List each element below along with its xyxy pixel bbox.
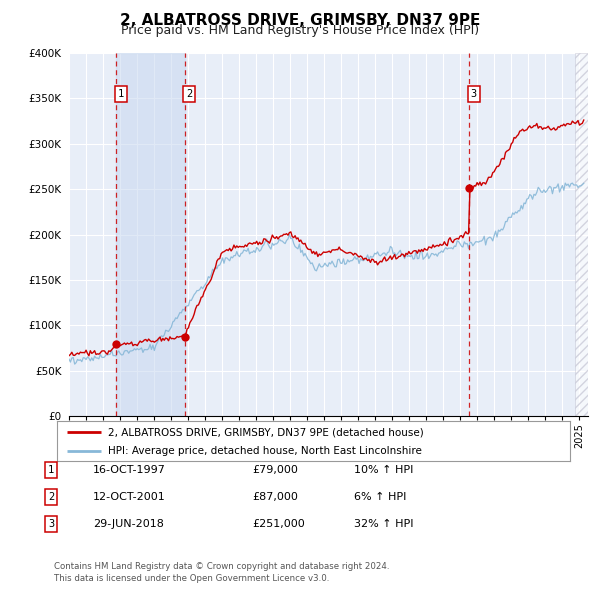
Text: 12-OCT-2001: 12-OCT-2001 bbox=[93, 492, 166, 502]
Text: 10% ↑ HPI: 10% ↑ HPI bbox=[354, 465, 413, 474]
Text: HPI: Average price, detached house, North East Lincolnshire: HPI: Average price, detached house, Nort… bbox=[109, 445, 422, 455]
Text: 6% ↑ HPI: 6% ↑ HPI bbox=[354, 492, 406, 502]
Text: £87,000: £87,000 bbox=[252, 492, 298, 502]
Text: £251,000: £251,000 bbox=[252, 519, 305, 529]
Text: Price paid vs. HM Land Registry's House Price Index (HPI): Price paid vs. HM Land Registry's House … bbox=[121, 24, 479, 37]
Text: £79,000: £79,000 bbox=[252, 465, 298, 474]
Text: 2: 2 bbox=[48, 492, 54, 502]
Text: 3: 3 bbox=[48, 519, 54, 529]
Text: 16-OCT-1997: 16-OCT-1997 bbox=[93, 465, 166, 474]
Text: 2, ALBATROSS DRIVE, GRIMSBY, DN37 9PE: 2, ALBATROSS DRIVE, GRIMSBY, DN37 9PE bbox=[120, 13, 480, 28]
Text: 29-JUN-2018: 29-JUN-2018 bbox=[93, 519, 164, 529]
Text: 1: 1 bbox=[48, 465, 54, 474]
Text: 2: 2 bbox=[186, 89, 193, 99]
Bar bbox=[575, 53, 588, 416]
Bar bbox=[116, 53, 185, 416]
Text: 2, ALBATROSS DRIVE, GRIMSBY, DN37 9PE (detached house): 2, ALBATROSS DRIVE, GRIMSBY, DN37 9PE (d… bbox=[109, 427, 424, 437]
Text: Contains HM Land Registry data © Crown copyright and database right 2024.
This d: Contains HM Land Registry data © Crown c… bbox=[54, 562, 389, 583]
Text: 1: 1 bbox=[118, 89, 124, 99]
Text: 3: 3 bbox=[470, 89, 476, 99]
Text: 32% ↑ HPI: 32% ↑ HPI bbox=[354, 519, 413, 529]
